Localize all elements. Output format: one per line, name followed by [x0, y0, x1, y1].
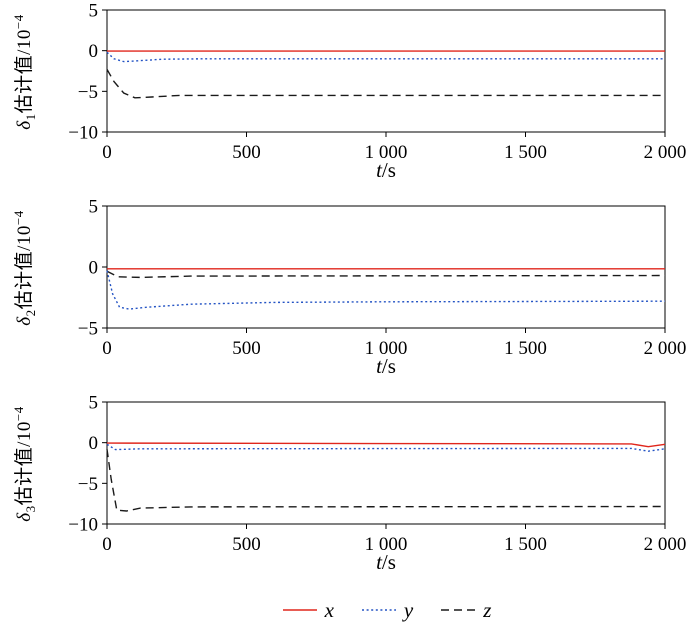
ylabel-text-2: 估计值/10	[14, 225, 36, 310]
legend: x y z	[72, 590, 700, 630]
subplot-2: δ2估计值/10−4 0 500 1 000 1 500 2 000 5 0 −5 t/s	[0, 198, 700, 394]
y-tick-label: 5	[89, 394, 99, 414]
x-tick-label: 2 000	[644, 338, 687, 358]
x-axis-label-3: t/s	[107, 550, 665, 578]
legend-label-z: z	[483, 597, 492, 622]
y-axis-label-1: δ1估计值/10−4	[9, 14, 39, 129]
x-tick-label: 0	[102, 142, 112, 162]
x-tick-label: 500	[232, 534, 261, 554]
series-line-y	[106, 51, 665, 63]
x-tick-label: 1 000	[365, 534, 408, 554]
series-line-z	[106, 69, 665, 99]
ylabel-sup-3: −4	[10, 406, 26, 422]
xlabel-symbol-2: t	[376, 354, 382, 378]
y-tick-label: 5	[89, 198, 99, 218]
x-tick-label: 1 000	[365, 142, 408, 162]
x-tick-label: 0	[102, 534, 112, 554]
xlabel-symbol-3: t	[376, 550, 382, 574]
ylabel-symbol-1: δ	[14, 120, 36, 130]
ylabel-sub-1: 1	[22, 113, 38, 121]
plot-border	[106, 401, 666, 525]
plot-canvas-3: 0 500 1 000 1 500 2 000 5 0 −5 −10	[68, 394, 687, 554]
x-tick-label: 1 500	[504, 534, 547, 554]
ylabel-symbol-3: δ	[14, 512, 36, 522]
xlabel-symbol-1: t	[376, 158, 382, 182]
legend-line-dotted-icon	[361, 609, 396, 611]
legend-item-y: y	[360, 598, 413, 623]
ylabel-sup-1: −4	[10, 14, 26, 30]
y-tick-label: 5	[89, 2, 99, 22]
y-tick-label: 0	[89, 258, 99, 279]
legend-label-x: x	[324, 597, 334, 622]
x-tick-label: 500	[232, 142, 261, 162]
subplot-3: δ3估计值/10−4 0 500 1 000 1 500 2 000 5 0 −5 −10 t/…	[0, 394, 700, 590]
series-line-x	[106, 442, 666, 448]
legend-item-x: x	[281, 598, 334, 623]
legend-line-solid-icon	[282, 609, 317, 611]
x-tick-label: 0	[102, 338, 112, 358]
ylabel-sub-3: 3	[22, 505, 38, 513]
y-tick-label: −5	[78, 474, 98, 495]
series-line-y	[106, 270, 666, 310]
subplot-1: δ1估计值/10−4 0 500 1 000 1 500 2 000 5 0 −5 −10 t/…	[0, 2, 700, 198]
x-tick-label: 1 500	[504, 338, 547, 358]
xlabel-unit-1: /s	[381, 158, 396, 182]
ylabel-text-3: 估计值/10	[14, 421, 36, 506]
x-tick-label: 2 000	[644, 534, 687, 554]
y-tick-label: −10	[68, 123, 98, 144]
xlabel-unit-3: /s	[381, 550, 396, 574]
x-tick-label: 2 000	[644, 142, 687, 162]
ylabel-sup-2: −4	[10, 210, 26, 226]
x-tick-label: 1 500	[504, 142, 547, 162]
y-tick-label: −5	[78, 319, 98, 340]
y-tick-label: −10	[68, 515, 98, 536]
x-tick-label: 500	[232, 338, 261, 358]
ylabel-text-1: 估计值/10	[14, 29, 36, 114]
plot-canvas-1: 0 500 1 000 1 500 2 000 5 0 −5 −10	[68, 2, 687, 162]
plot-border	[106, 205, 666, 329]
xlabel-unit-2: /s	[381, 354, 396, 378]
legend-line-dashed-icon	[441, 609, 476, 611]
legend-item-z: z	[439, 598, 491, 623]
y-axis-label-3: δ3估计值/10−4	[9, 406, 39, 521]
ylabel-symbol-2: δ	[14, 316, 36, 326]
y-tick-label: 0	[89, 41, 99, 62]
x-tick-label: 1 000	[365, 338, 408, 358]
y-axis-label-2: δ2估计值/10−4	[9, 210, 39, 325]
legend-label-y: y	[403, 597, 414, 622]
y-tick-label: −5	[78, 82, 98, 103]
x-axis-label-2: t/s	[107, 354, 665, 382]
x-axis-label-1: t/s	[107, 158, 665, 186]
series-line-z	[106, 449, 666, 512]
ylabel-sub-2: 2	[22, 309, 38, 317]
plot-border	[106, 9, 666, 133]
y-tick-label: 0	[89, 433, 99, 454]
